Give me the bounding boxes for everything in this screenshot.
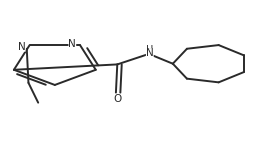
- Text: N: N: [18, 42, 26, 52]
- Text: N: N: [146, 48, 154, 58]
- Text: H: H: [146, 45, 153, 55]
- Text: O: O: [113, 94, 121, 104]
- Text: N: N: [68, 39, 76, 49]
